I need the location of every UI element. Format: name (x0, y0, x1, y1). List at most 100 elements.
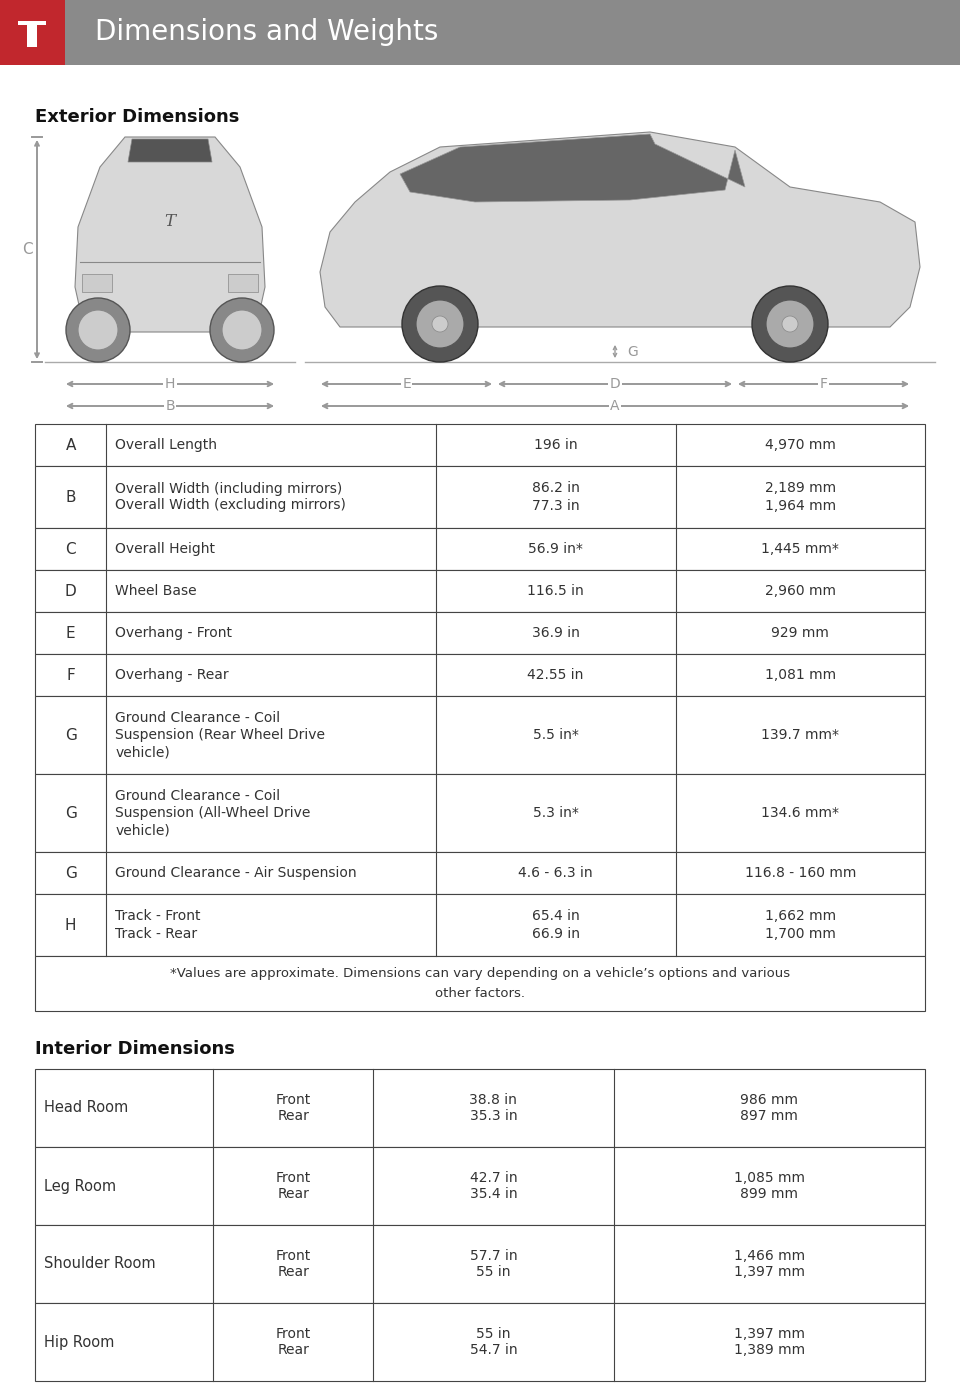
Text: G: G (64, 805, 77, 821)
Text: Overall Width (excluding mirrors): Overall Width (excluding mirrors) (115, 498, 346, 512)
Text: 35.3 in: 35.3 in (469, 1110, 517, 1124)
Text: Hip Room: Hip Room (44, 1335, 114, 1350)
Bar (35, 1302, 925, 1381)
Polygon shape (400, 134, 745, 202)
Text: Dimensions and Weights: Dimensions and Weights (95, 18, 439, 46)
Text: 1,466 mm: 1,466 mm (733, 1248, 804, 1262)
Text: G: G (627, 345, 637, 359)
Text: Front: Front (276, 1170, 311, 1184)
Text: 116.8 - 160 mm: 116.8 - 160 mm (745, 866, 856, 879)
Text: 1,700 mm: 1,700 mm (765, 927, 836, 941)
Circle shape (752, 286, 828, 362)
Text: 986 mm: 986 mm (740, 1093, 799, 1107)
Text: 38.8 in: 38.8 in (469, 1093, 517, 1107)
Text: Leg Room: Leg Room (44, 1178, 116, 1194)
Text: Front: Front (276, 1093, 311, 1107)
Text: 192: 192 (35, 1361, 59, 1374)
Text: Suspension (Rear Wheel Drive: Suspension (Rear Wheel Drive (115, 727, 325, 743)
Text: Interior Dimensions: Interior Dimensions (35, 1040, 235, 1058)
Text: B: B (165, 399, 175, 413)
Text: D: D (610, 377, 620, 391)
Text: 1,389 mm: 1,389 mm (733, 1343, 804, 1357)
Text: Suspension (All-Wheel Drive: Suspension (All-Wheel Drive (115, 805, 311, 819)
Bar (35, 956, 925, 1011)
Bar (35, 528, 925, 570)
Text: Shoulder Room: Shoulder Room (44, 1256, 156, 1272)
Text: 2,960 mm: 2,960 mm (765, 584, 836, 597)
Circle shape (210, 297, 274, 362)
Bar (35, 1148, 925, 1226)
Bar (0, 0, 960, 66)
Text: 196 in: 196 in (534, 438, 578, 452)
Circle shape (432, 315, 448, 332)
Text: 86.2 in: 86.2 in (532, 482, 580, 496)
Text: Front: Front (276, 1248, 311, 1262)
Polygon shape (320, 133, 920, 327)
Text: 134.6 mm*: 134.6 mm* (761, 805, 839, 819)
Text: Front: Front (276, 1326, 311, 1340)
Text: Ground Clearance - Coil: Ground Clearance - Coil (115, 711, 280, 725)
Text: 66.9 in: 66.9 in (532, 927, 580, 941)
Bar (35, 424, 925, 466)
Text: F: F (820, 377, 828, 391)
Text: 56.9 in*: 56.9 in* (528, 542, 583, 556)
Text: Rear: Rear (277, 1110, 309, 1124)
Text: 1,445 mm*: 1,445 mm* (761, 542, 839, 556)
Text: 1,085 mm: 1,085 mm (733, 1170, 804, 1184)
Circle shape (78, 310, 118, 350)
Text: Head Room: Head Room (44, 1100, 129, 1115)
Text: Overhang - Rear: Overhang - Rear (115, 669, 228, 683)
Text: G: G (64, 727, 77, 743)
Text: A: A (65, 437, 76, 452)
Text: Ground Clearance - Coil: Ground Clearance - Coil (115, 789, 280, 803)
Text: Rear: Rear (277, 1343, 309, 1357)
Text: Model S Owner’s Manual: Model S Owner’s Manual (771, 1361, 925, 1374)
Text: 139.7 mm*: 139.7 mm* (761, 727, 839, 743)
Text: 42.7 in: 42.7 in (469, 1170, 517, 1184)
Text: 5.3 in*: 5.3 in* (533, 805, 579, 819)
Text: 5.5 in*: 5.5 in* (533, 727, 579, 743)
Text: E: E (66, 625, 76, 641)
Polygon shape (75, 137, 265, 332)
Text: Overhang - Front: Overhang - Front (115, 625, 232, 639)
Bar (0, 0, 65, 66)
Text: E: E (402, 377, 411, 391)
Bar (228, 274, 258, 292)
Text: C: C (22, 242, 33, 257)
Bar (35, 773, 925, 852)
Text: Overall Height: Overall Height (115, 542, 215, 556)
Circle shape (416, 300, 464, 348)
Text: F: F (66, 667, 75, 683)
Text: 116.5 in: 116.5 in (527, 584, 584, 597)
Text: 899 mm: 899 mm (740, 1188, 799, 1202)
Text: 57.7 in: 57.7 in (469, 1248, 517, 1262)
Text: 4,970 mm: 4,970 mm (765, 438, 836, 452)
Text: *Values are approximate. Dimensions can vary depending on a vehicle’s options an: *Values are approximate. Dimensions can … (170, 967, 790, 980)
Bar (35, 653, 925, 697)
Text: 35.4 in: 35.4 in (469, 1188, 517, 1202)
Text: 55 in: 55 in (476, 1326, 511, 1340)
Text: Rear: Rear (277, 1188, 309, 1202)
Text: 77.3 in: 77.3 in (532, 498, 580, 512)
Text: Exterior Dimensions: Exterior Dimensions (35, 107, 239, 126)
Bar (35, 893, 925, 956)
Text: 1,081 mm: 1,081 mm (765, 669, 836, 683)
Circle shape (402, 286, 478, 362)
Bar (82, 274, 112, 292)
Text: 1,397 mm: 1,397 mm (733, 1326, 804, 1340)
Text: Track - Front: Track - Front (115, 910, 201, 924)
Text: Track - Rear: Track - Rear (115, 927, 198, 941)
Text: 897 mm: 897 mm (740, 1110, 798, 1124)
Text: H: H (165, 377, 175, 391)
Text: other factors.: other factors. (435, 987, 525, 1000)
Text: Overall Width (including mirrors): Overall Width (including mirrors) (115, 482, 343, 496)
Text: 54.7 in: 54.7 in (469, 1343, 517, 1357)
Text: vehicle): vehicle) (115, 745, 170, 759)
Text: 65.4 in: 65.4 in (532, 910, 580, 924)
Bar (35, 570, 925, 611)
Bar (35, 611, 925, 653)
Text: D: D (64, 584, 77, 599)
Text: vehicle): vehicle) (115, 824, 170, 838)
Bar (35, 852, 925, 893)
Text: 2,189 mm: 2,189 mm (765, 482, 836, 496)
